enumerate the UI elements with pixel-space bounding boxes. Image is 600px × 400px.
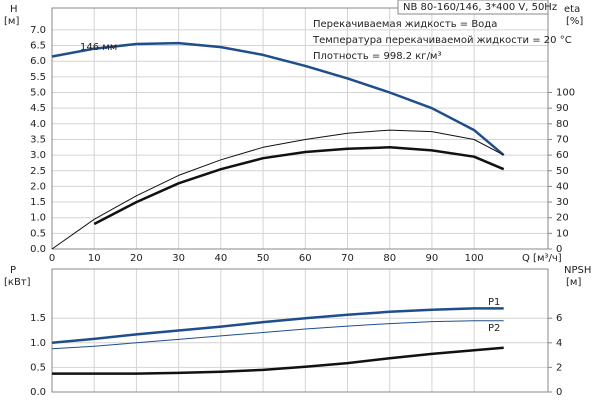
y2-tick-label: 20 bbox=[556, 213, 569, 224]
y2-tick-label: 50 bbox=[556, 166, 569, 177]
annotation: Температура перекачиваемой жидкости = 20… bbox=[312, 35, 572, 46]
y2-axis-label: eta bbox=[564, 4, 580, 15]
y-tick-label: 2.0 bbox=[30, 181, 46, 192]
y-tick-label: 3.0 bbox=[30, 150, 46, 161]
y-tick-label: 0.5 bbox=[30, 362, 46, 373]
y-tick-label: 7.0 bbox=[30, 25, 46, 36]
info-title: NB 80-160/146, 3*400 V, 50Hz bbox=[403, 2, 557, 13]
y-tick-label: 4.0 bbox=[30, 119, 46, 130]
y-tick-label: 1.0 bbox=[30, 338, 46, 349]
y-tick-label: 0.0 bbox=[30, 244, 46, 255]
x-tick-label: 90 bbox=[426, 253, 439, 264]
y-tick-label: 2.5 bbox=[30, 166, 46, 177]
y2-tick-label: 90 bbox=[556, 103, 569, 114]
series-line bbox=[51, 307, 504, 345]
x-tick-label: 60 bbox=[299, 253, 312, 264]
series-line bbox=[51, 129, 504, 250]
series-line bbox=[52, 346, 504, 375]
x-tick-label: 80 bbox=[383, 253, 396, 264]
y-tick-label: 5.5 bbox=[30, 72, 46, 83]
y2-axis-label: NPSH bbox=[564, 265, 591, 276]
y2-tick-label: 2 bbox=[556, 362, 562, 373]
y-tick-label: 1.5 bbox=[30, 313, 46, 324]
plot-frame bbox=[51, 7, 549, 250]
y-tick-label: 5.0 bbox=[30, 88, 46, 99]
x-tick-label: 10 bbox=[88, 253, 101, 264]
y2-tick-label: 10 bbox=[556, 228, 569, 239]
series-label: P1 bbox=[488, 297, 500, 308]
y-tick-label: 1.5 bbox=[30, 197, 46, 208]
annotation: Плотность = 998.2 кг/м³ bbox=[313, 51, 442, 62]
y-tick-label: 6.0 bbox=[30, 56, 46, 67]
annotation: Перекачиваемая жидкость = Вода bbox=[313, 19, 497, 30]
info-box bbox=[397, 0, 549, 15]
y-axis-label: H bbox=[10, 4, 18, 15]
x-tick-label: 20 bbox=[130, 253, 143, 264]
x-tick-label: 40 bbox=[214, 253, 227, 264]
y2-tick-label: 0 bbox=[556, 387, 562, 398]
series-label: P2 bbox=[488, 323, 500, 334]
y-tick-label: 4.5 bbox=[30, 103, 46, 114]
x-tick-label: 50 bbox=[257, 253, 270, 264]
y-tick-label: 6.5 bbox=[30, 41, 46, 52]
y-tick-label: 3.5 bbox=[30, 134, 46, 145]
y2-tick-label: 70 bbox=[556, 134, 569, 145]
x-tick-label: 100 bbox=[465, 253, 484, 264]
y2-tick-label: 80 bbox=[556, 119, 569, 130]
y2-tick-label: 6 bbox=[556, 313, 562, 324]
y2-axis-unit: [м] bbox=[566, 277, 581, 288]
y2-tick-label: 60 bbox=[556, 150, 569, 161]
plot-frame bbox=[51, 268, 549, 393]
y-tick-label: 1.0 bbox=[30, 213, 46, 224]
y2-tick-label: 4 bbox=[556, 338, 562, 349]
x-tick-label: 70 bbox=[341, 253, 354, 264]
series-line bbox=[51, 320, 504, 350]
y2-tick-label: 0 bbox=[556, 244, 562, 255]
x-axis-label: Q [м³/ч] bbox=[522, 253, 562, 264]
y-axis-unit: [кВт] bbox=[4, 277, 31, 288]
series-line bbox=[51, 41, 505, 157]
x-tick-label: 0 bbox=[49, 253, 55, 264]
y-axis-label: P bbox=[10, 265, 16, 276]
y-tick-label: 0.5 bbox=[30, 228, 46, 239]
y-tick-label: 0.0 bbox=[30, 387, 46, 398]
y-axis-unit: [м] bbox=[4, 16, 19, 27]
y2-tick-label: 30 bbox=[556, 197, 569, 208]
series-label: 146 мм bbox=[80, 42, 117, 53]
x-tick-label: 30 bbox=[172, 253, 185, 264]
series-line bbox=[93, 146, 505, 226]
y2-tick-label: 100 bbox=[556, 88, 575, 99]
y2-tick-label: 40 bbox=[556, 181, 569, 192]
y2-axis-unit: [%] bbox=[566, 16, 583, 27]
